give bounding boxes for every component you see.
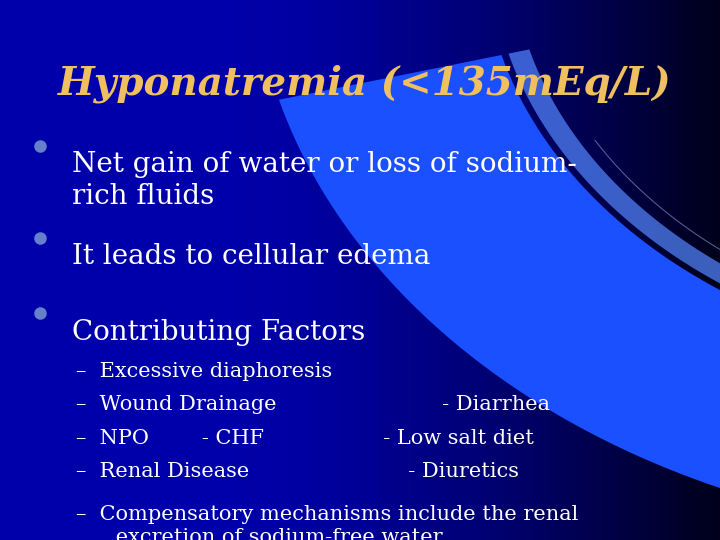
Polygon shape [513, 0, 522, 540]
Polygon shape [684, 0, 693, 540]
Polygon shape [45, 0, 54, 540]
Polygon shape [306, 0, 315, 540]
Polygon shape [351, 0, 360, 540]
Polygon shape [90, 0, 99, 540]
Polygon shape [675, 0, 684, 540]
Polygon shape [108, 0, 117, 540]
Polygon shape [171, 0, 180, 540]
Polygon shape [252, 0, 261, 540]
Text: –  Renal Disease                        - Diuretics: – Renal Disease - Diuretics [76, 462, 518, 481]
Polygon shape [117, 0, 126, 540]
Polygon shape [558, 0, 567, 540]
Polygon shape [234, 0, 243, 540]
Polygon shape [270, 0, 279, 540]
Polygon shape [648, 0, 657, 540]
Text: –  NPO        - CHF                  - Low salt diet: – NPO - CHF - Low salt diet [76, 429, 534, 448]
Polygon shape [189, 0, 198, 540]
Polygon shape [504, 0, 513, 540]
Polygon shape [369, 0, 378, 540]
Text: –  Wound Drainage                         - Diarrhea: – Wound Drainage - Diarrhea [76, 395, 549, 414]
Text: Net gain of water or loss of sodium-
rich fluids: Net gain of water or loss of sodium- ric… [72, 151, 577, 211]
Text: Contributing Factors: Contributing Factors [72, 319, 365, 346]
Polygon shape [9, 0, 18, 540]
Polygon shape [297, 0, 306, 540]
Polygon shape [99, 0, 108, 540]
Polygon shape [441, 0, 450, 540]
Polygon shape [657, 0, 666, 540]
Polygon shape [432, 0, 441, 540]
Polygon shape [576, 0, 585, 540]
Polygon shape [450, 0, 459, 540]
Polygon shape [603, 0, 612, 540]
Polygon shape [423, 0, 432, 540]
Polygon shape [639, 0, 648, 540]
Polygon shape [396, 0, 405, 540]
Text: –  Compensatory mechanisms include the renal
      excretion of sodium-free wate: – Compensatory mechanisms include the re… [76, 505, 578, 540]
Polygon shape [0, 0, 9, 540]
Polygon shape [702, 0, 711, 540]
Polygon shape [180, 0, 189, 540]
Polygon shape [288, 0, 297, 540]
Polygon shape [387, 0, 396, 540]
Polygon shape [279, 0, 288, 540]
Polygon shape [711, 0, 720, 540]
Polygon shape [135, 0, 144, 540]
Polygon shape [315, 0, 324, 540]
Polygon shape [621, 0, 630, 540]
Polygon shape [162, 0, 171, 540]
Polygon shape [333, 0, 342, 540]
Polygon shape [495, 0, 504, 540]
Polygon shape [54, 0, 63, 540]
Polygon shape [531, 0, 540, 540]
Polygon shape [477, 0, 486, 540]
Polygon shape [567, 0, 576, 540]
Polygon shape [279, 55, 720, 540]
Polygon shape [508, 50, 720, 362]
Polygon shape [486, 0, 495, 540]
Polygon shape [207, 0, 216, 540]
Polygon shape [198, 0, 207, 540]
Polygon shape [585, 0, 594, 540]
Text: Hyponatremia (<135mEq/L): Hyponatremia (<135mEq/L) [58, 65, 671, 103]
Polygon shape [540, 0, 549, 540]
Polygon shape [225, 0, 234, 540]
Text: –  Excessive diaphoresis: – Excessive diaphoresis [76, 362, 332, 381]
Polygon shape [666, 0, 675, 540]
Polygon shape [72, 0, 81, 540]
Polygon shape [126, 0, 135, 540]
Polygon shape [216, 0, 225, 540]
Polygon shape [261, 0, 270, 540]
Polygon shape [153, 0, 162, 540]
Polygon shape [468, 0, 477, 540]
Polygon shape [324, 0, 333, 540]
Polygon shape [459, 0, 468, 540]
Text: It leads to cellular edema: It leads to cellular edema [72, 243, 431, 270]
Polygon shape [549, 0, 558, 540]
Polygon shape [36, 0, 45, 540]
Polygon shape [144, 0, 153, 540]
Polygon shape [414, 0, 423, 540]
Polygon shape [405, 0, 414, 540]
Polygon shape [522, 0, 531, 540]
Polygon shape [693, 0, 702, 540]
Polygon shape [243, 0, 252, 540]
Polygon shape [81, 0, 90, 540]
Polygon shape [27, 0, 36, 540]
Polygon shape [360, 0, 369, 540]
Polygon shape [378, 0, 387, 540]
Polygon shape [612, 0, 621, 540]
Polygon shape [18, 0, 27, 540]
Polygon shape [63, 0, 72, 540]
Polygon shape [630, 0, 639, 540]
Polygon shape [594, 0, 603, 540]
Polygon shape [342, 0, 351, 540]
